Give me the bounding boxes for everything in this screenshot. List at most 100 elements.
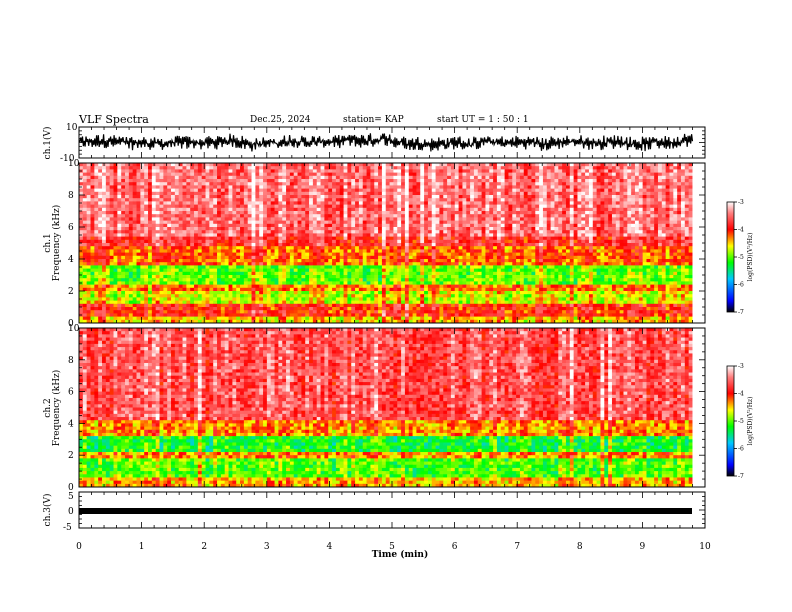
- spectrogram-cell: [251, 236, 256, 241]
- spectrogram-cell: [608, 249, 613, 253]
- spectrogram-cell: [270, 182, 275, 186]
- spectrogram-cell: [573, 233, 578, 237]
- spectrogram-cell: [550, 195, 555, 199]
- spectrogram-cell: [539, 230, 544, 234]
- spectrogram-cell: [611, 185, 617, 189]
- spectrogram-cell: [86, 223, 91, 228]
- spectrogram-cell: [374, 207, 379, 212]
- spectrogram-cell: [588, 201, 594, 205]
- spectrogram-cell: [546, 233, 552, 237]
- spectrogram-cell: [631, 191, 636, 196]
- spectrogram-cell: [278, 169, 283, 173]
- spectrogram-cell: [481, 172, 486, 177]
- spectrogram-cell: [527, 239, 532, 244]
- spectrogram-cell: [309, 214, 314, 218]
- spectrogram-cell: [358, 179, 364, 183]
- spectrogram-cell: [642, 166, 647, 170]
- spectrogram-cell: [677, 201, 682, 205]
- spectrogram-cell: [232, 175, 237, 180]
- spectrogram-cell: [136, 252, 141, 257]
- spectrogram-cell: [90, 246, 95, 250]
- spectrogram-cell: [688, 223, 693, 228]
- spectrogram-cell: [98, 188, 103, 193]
- spectrogram-cell: [255, 252, 260, 257]
- spectrogram-cell: [209, 259, 214, 263]
- spectrogram-cell: [220, 198, 226, 202]
- spectrogram-cell: [615, 255, 621, 260]
- spectrogram-cell: [178, 220, 183, 225]
- spectrogram-cell: [113, 166, 118, 170]
- spectrogram-cell: [565, 252, 571, 257]
- spectrogram-cell: [427, 236, 433, 241]
- spectrogram-cell: [512, 246, 517, 250]
- spectrogram-cell: [286, 195, 291, 199]
- spectrogram-cell: [90, 214, 95, 218]
- spectrogram-cell: [121, 239, 126, 244]
- spectrogram-cell: [554, 182, 559, 186]
- spectrogram-cell: [232, 246, 237, 250]
- spectrogram-cell: [343, 243, 348, 247]
- spectrogram-cell: [374, 243, 379, 247]
- spectrogram-cell: [121, 191, 126, 196]
- spectrogram-cell: [642, 172, 647, 177]
- spectrogram-cell: [282, 239, 287, 244]
- spectrogram-cell: [527, 217, 532, 221]
- spectrogram-cell: [661, 195, 667, 199]
- spectrogram-cell: [677, 172, 682, 177]
- spectrogram-cell: [650, 166, 655, 170]
- spectrogram-cell: [665, 223, 670, 228]
- spectrogram-cell: [477, 239, 482, 244]
- spectrogram-cell: [516, 179, 521, 183]
- spectrogram-cell: [328, 163, 333, 167]
- spectrogram-cell: [401, 230, 406, 234]
- spectrogram-cell: [86, 166, 91, 170]
- spectrogram-cell: [443, 163, 448, 167]
- spectrogram-cell: [213, 233, 218, 237]
- spectrogram-cell: [286, 252, 291, 257]
- spectrogram-cell: [293, 220, 298, 225]
- spectrogram-cell: [289, 175, 295, 180]
- spectrogram-cell: [247, 188, 252, 193]
- spectrogram-cell: [623, 191, 628, 196]
- spectrogram-cell: [470, 175, 475, 180]
- spectrogram-cell: [190, 198, 195, 202]
- spectrogram-cell: [213, 198, 218, 202]
- spectrogram-cell: [213, 195, 218, 199]
- spectrogram-cell: [539, 195, 544, 199]
- spectrogram-cell: [94, 249, 99, 253]
- spectrogram-cell: [381, 230, 387, 234]
- spectrogram-cell: [358, 172, 364, 177]
- spectrogram-cell: [228, 179, 233, 183]
- spectrogram-cell: [458, 252, 463, 257]
- spectrogram-cell: [289, 195, 295, 199]
- spectrogram-cell: [466, 236, 471, 241]
- spectrogram-cell: [519, 214, 525, 218]
- spectrogram-cell: [631, 163, 636, 167]
- spectrogram-cell: [592, 214, 598, 218]
- spectrogram-cell: [512, 198, 517, 202]
- spectrogram-cell: [661, 227, 667, 231]
- spectrogram-cell: [443, 239, 448, 244]
- spectrogram-cell: [186, 259, 191, 263]
- spectrogram-cell: [266, 255, 272, 260]
- spectrogram-cell: [378, 163, 383, 167]
- spectrogram-cell: [171, 204, 176, 209]
- spectrogram-cell: [558, 163, 563, 167]
- spectrogram-cell: [496, 255, 502, 260]
- spectrogram-cell: [228, 182, 233, 186]
- spectrogram-cell: [408, 172, 413, 177]
- spectrogram-cell: [470, 227, 475, 231]
- spectrogram-cell: [328, 198, 333, 202]
- spectrogram-cell: [527, 252, 532, 257]
- spectrogram-cell: [155, 239, 160, 244]
- spectrogram-cell: [466, 188, 471, 193]
- spectrogram-cell: [167, 204, 172, 209]
- spectrogram-cell: [224, 246, 229, 250]
- spectrogram-cell: [209, 220, 214, 225]
- spectrogram-cell: [178, 195, 183, 199]
- spectrogram-cell: [420, 217, 425, 221]
- spectrogram-cell: [381, 227, 387, 231]
- spectrogram-cell: [148, 198, 153, 202]
- spectrogram-cell: [374, 179, 379, 183]
- spectrogram-cell: [309, 188, 314, 193]
